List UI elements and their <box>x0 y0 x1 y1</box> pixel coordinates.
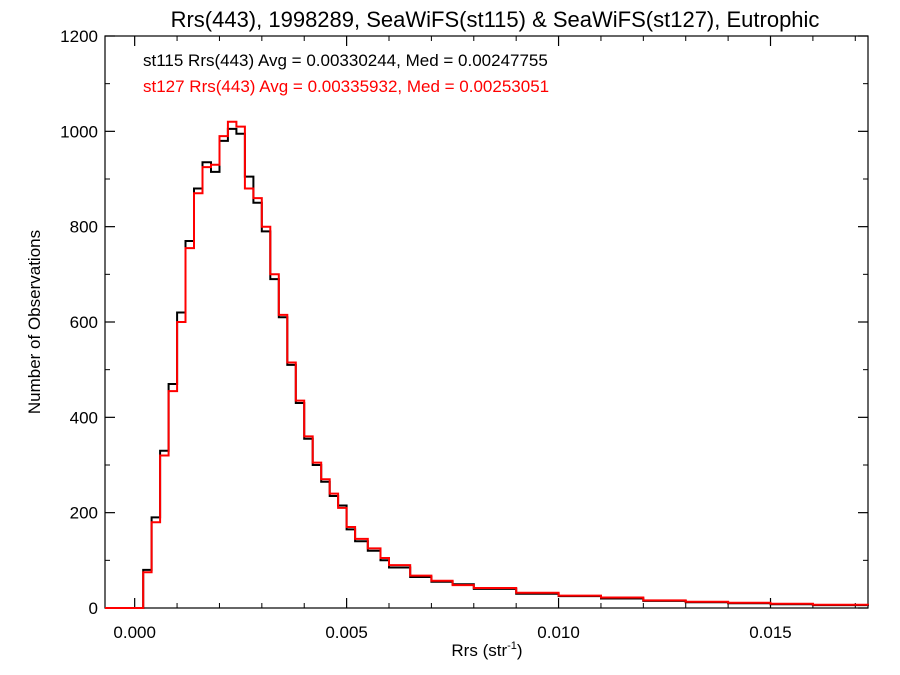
x-tick-label: 0.010 <box>537 623 580 642</box>
y-axis-label: Number of Observations <box>25 230 44 414</box>
y-tick-label: 1000 <box>60 122 98 141</box>
y-tick-label: 200 <box>70 504 98 523</box>
plot-frame <box>104 35 869 609</box>
chart-title: Rrs(443), 1998289, SeaWiFS(st115) & SeaW… <box>171 7 820 32</box>
x-axis-label: Rrs (str-1) <box>451 640 522 660</box>
y-tick-label: 400 <box>70 408 98 427</box>
histogram-series-0 <box>105 127 869 609</box>
x-tick-label: 0.000 <box>113 623 156 642</box>
histogram-series-1 <box>105 120 869 609</box>
x-axis-label-superscript: -1 <box>507 640 517 652</box>
x-tick-label: 0.005 <box>325 623 368 642</box>
y-tick-label: 600 <box>70 313 98 332</box>
x-axis: 0.000 0.005 0.010 0.015 <box>113 36 856 642</box>
x-tick-label: 0.015 <box>749 623 792 642</box>
annotation-st127: st127 Rrs(443) Avg = 0.00335932, Med = 0… <box>143 77 549 96</box>
y-tick-label: 1200 <box>60 27 98 46</box>
x-axis-label-close: ) <box>517 641 523 660</box>
annotation-st115: st115 Rrs(443) Avg = 0.00330244, Med = 0… <box>143 51 548 70</box>
x-axis-label-main: Rrs (str <box>451 641 507 660</box>
y-axis: 0 200 400 600 800 1000 1200 <box>60 27 868 618</box>
y-tick-label: 800 <box>70 218 98 237</box>
y-tick-label: 0 <box>89 599 98 618</box>
series-layer <box>105 120 869 609</box>
